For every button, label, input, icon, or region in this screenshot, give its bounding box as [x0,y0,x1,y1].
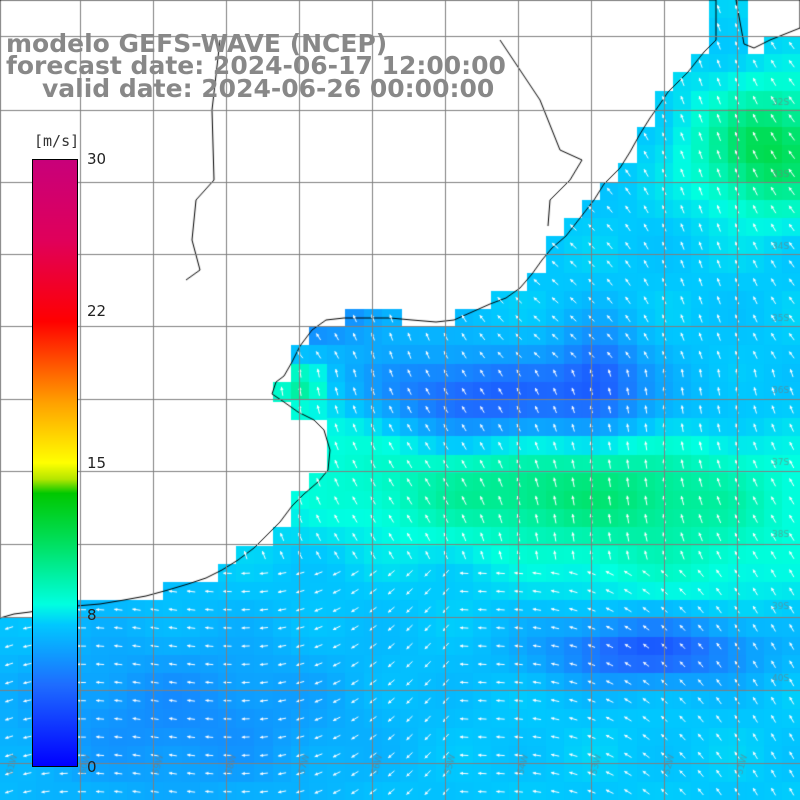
valid-date-label: valid date: 2024-06-26 00:00:00 [42,74,495,103]
colorbar [32,159,78,767]
colorbar-tick-label: 30 [87,150,107,168]
forecast-date-label: forecast date: 2024-06-17 12:00:00 [6,51,506,80]
colorbar-tick-label: 22 [87,302,107,320]
colorbar-unit-label: [m/s] [34,132,80,150]
colorbar-tick-label: 15 [87,454,107,472]
colorbar-tick-label: 0 [87,758,97,776]
model-title: modelo GEFS-WAVE (NCEP) [6,29,388,58]
colorbar-tick-label: 8 [87,606,97,624]
